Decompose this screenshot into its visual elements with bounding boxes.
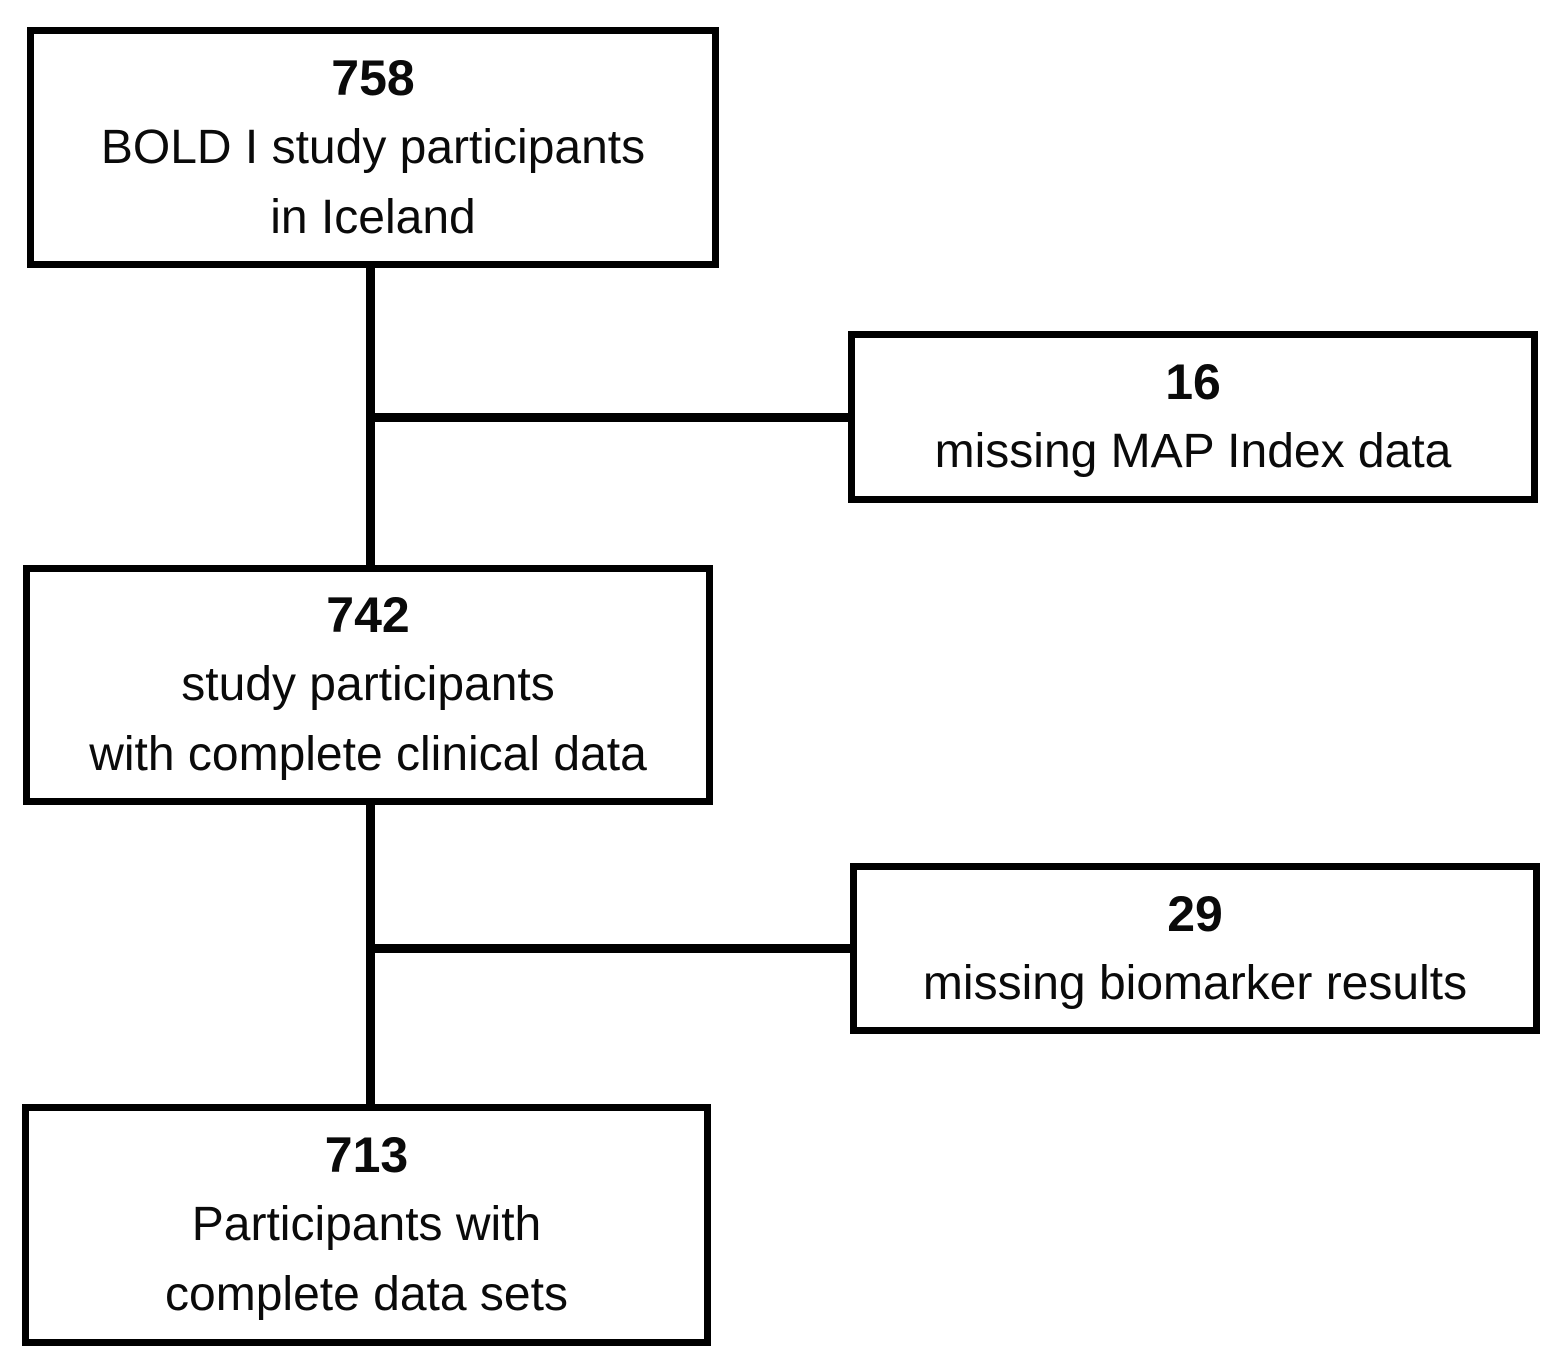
- node-29-missing-biomarker-results: 29 missing biomarker results: [850, 863, 1540, 1034]
- node-742-complete-clinical-data: 742 study participants with complete cli…: [23, 565, 713, 805]
- connector-horizontal-to-29: [370, 944, 850, 953]
- node-label-line: BOLD I study participants: [100, 120, 646, 174]
- node-label-line: in Iceland: [270, 190, 476, 244]
- node-count: 758: [331, 49, 415, 106]
- node-count: 713: [324, 1127, 409, 1183]
- node-label-line: complete data sets: [165, 1268, 568, 1321]
- node-label-line: Participants with: [191, 1198, 542, 1251]
- connector-vertical-742-to-713: [366, 803, 375, 1106]
- node-count: 742: [326, 587, 410, 643]
- node-713-complete-data-sets: 713 Participants with complete data sets: [22, 1104, 711, 1346]
- node-label-line: missing MAP Index data: [934, 425, 1452, 478]
- node-label-line: missing biomarker results: [922, 956, 1468, 1010]
- node-16-missing-map-index: 16 missing MAP Index data: [848, 331, 1538, 503]
- node-label-line: with complete clinical data: [89, 728, 647, 781]
- node-label-line: study participants: [181, 658, 555, 711]
- connector-horizontal-to-16: [370, 413, 848, 422]
- node-758-bold-i-participants: 758 BOLD I study participants in Iceland: [27, 27, 719, 268]
- node-count: 16: [1165, 354, 1221, 410]
- node-count: 29: [1167, 885, 1223, 942]
